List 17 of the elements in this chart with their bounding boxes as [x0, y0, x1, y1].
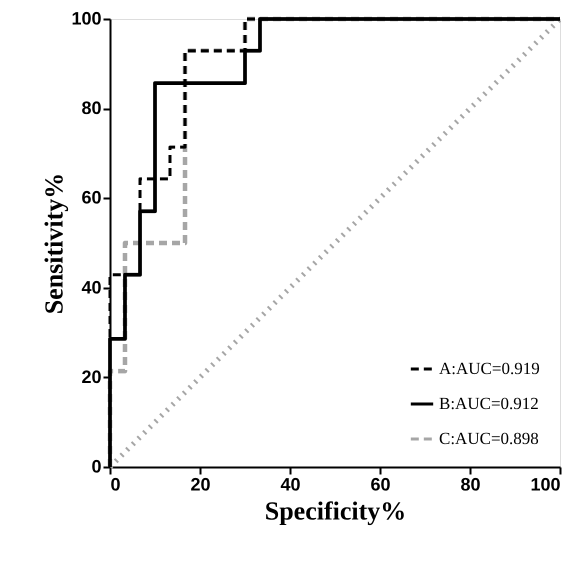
x-tick-label: 80	[460, 474, 481, 494]
x-tick-label: 100	[530, 474, 560, 494]
legend-label: A:AUC=0.919	[439, 359, 540, 378]
x-tick-label: 20	[190, 474, 211, 494]
legend-label: C:AUC=0.898	[439, 429, 539, 448]
x-axis-title: Specificity%	[264, 496, 406, 526]
y-tick-label: 20	[81, 366, 102, 387]
legend-label: B:AUC=0.912	[439, 394, 539, 413]
x-tick-label: 40	[280, 474, 301, 494]
y-tick-label: 80	[81, 98, 102, 118]
y-tick-label: 0	[91, 456, 102, 476]
y-tick-label: 40	[81, 277, 102, 298]
x-tick-label: 0	[110, 474, 121, 494]
y-tick-label: 60	[81, 188, 102, 208]
y-axis-title: Sensitivity%	[39, 172, 68, 314]
y-tick-label: 100	[71, 8, 102, 28]
x-tick-label: 60	[370, 474, 391, 494]
